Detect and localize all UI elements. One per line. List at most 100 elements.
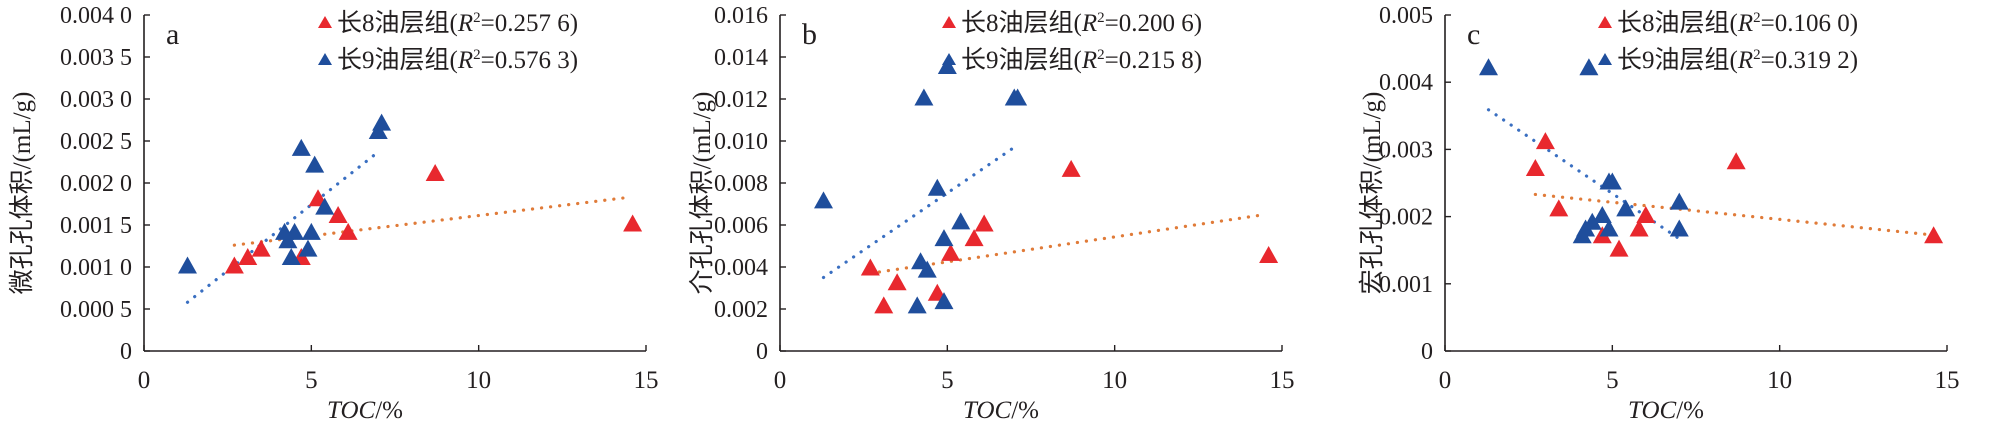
y-axis-label: 微孔孔体积/(mL/g) — [8, 92, 36, 295]
x-axis-label: TOC/% — [1628, 397, 1704, 424]
data-point — [1669, 219, 1689, 237]
data-point — [887, 273, 907, 291]
legend-marker — [942, 53, 956, 65]
y-tick-label: 0.001 5 — [60, 213, 132, 239]
legend-item-chang8: 长8油层组(R2=0.257 6) — [318, 9, 578, 37]
data-point — [1579, 58, 1599, 76]
x-tick-label: 10 — [1767, 367, 1792, 394]
y-tick-label: 0.008 — [714, 171, 768, 197]
y-tick-label: 0.010 — [714, 129, 768, 155]
y-tick-label: 0.002 0 — [60, 171, 132, 197]
y-tick-label: 0.004 0 — [60, 3, 132, 29]
y-tick-label: 0 — [120, 339, 132, 365]
y-tick-label: 0.014 — [714, 45, 768, 71]
chart-panel-a: 0 0.000 5 0.001 0 0.001 5 0.002 0 0.002 5 0.00… — [0, 0, 660, 426]
data-point — [623, 214, 643, 232]
x-axis-label: TOC/% — [963, 397, 1039, 424]
x-tick-label: 10 — [1102, 367, 1127, 394]
legend-label: 长9油层组(R2=0.576 3) — [337, 46, 578, 74]
data-point — [224, 256, 244, 274]
chart-panel-c: 0 0.001 0.002 0.003 0.004 0.005 0 5 10 15 TOC/% 宏孔孔… — [1330, 0, 1996, 426]
data-point — [937, 56, 957, 74]
data-point — [238, 248, 258, 266]
data-point — [1525, 159, 1545, 177]
chart-c-svg: 0 0.001 0.002 0.003 0.004 0.005 0 5 10 15 TOC/% 宏孔孔… — [1358, 3, 1960, 424]
axes: 0 0.001 0.002 0.003 0.004 0.005 0 5 10 15 TOC/% 宏孔孔… — [1358, 3, 1960, 424]
legend-item-chang9: 长9油层组(R2=0.576 3) — [318, 46, 578, 74]
x-tick-label: 5 — [305, 367, 318, 394]
y-tick-label: 0.004 — [714, 255, 768, 281]
x-axis-label: TOC/% — [327, 397, 403, 424]
chart-a-svg: 0 0.000 5 0.001 0 0.001 5 0.002 0 0.002 5 0.00… — [8, 3, 659, 424]
data-point — [964, 229, 984, 247]
data-point — [1924, 226, 1944, 244]
data-point — [285, 222, 305, 240]
data-point — [1549, 199, 1569, 217]
y-tick-label: 0 — [756, 339, 768, 365]
y-tick-label: 0.003 5 — [60, 45, 132, 71]
y-tick-label: 0.002 — [1379, 205, 1433, 231]
panel-label: c — [1467, 18, 1480, 51]
legend-marker — [318, 53, 332, 65]
data-point — [934, 229, 954, 247]
legend-item-chang9: 长9油层组(R2=0.215 8) — [942, 46, 1202, 74]
data-point — [1726, 152, 1746, 170]
y-tick-label: 0.001 — [1379, 272, 1433, 298]
data-point — [1629, 219, 1649, 237]
y-tick-label: 0.016 — [714, 3, 768, 29]
x-tick-label: 0 — [138, 367, 151, 394]
data-point — [1636, 206, 1656, 224]
y-tick-label: 0.001 0 — [60, 255, 132, 281]
data-point — [1582, 212, 1602, 230]
legend-label: 长9油层组(R2=0.319 2) — [1617, 46, 1858, 74]
data-point — [328, 206, 348, 224]
y-tick-label: 0.003 — [1379, 137, 1433, 163]
data-point — [1599, 219, 1619, 237]
legend-marker — [1598, 16, 1612, 28]
data-point — [1616, 199, 1636, 217]
data-point — [425, 164, 445, 182]
data-point — [1592, 206, 1612, 224]
legend-label: 长8油层组(R2=0.200 6) — [961, 9, 1202, 37]
y-tick-label: 0.004 — [1379, 70, 1433, 96]
legend-item-chang9: 长9油层组(R2=0.319 2) — [1598, 46, 1858, 74]
chart-b-svg: 0 0.002 0.004 0.006 0.008 0.010 0.012 0.014 0.01… — [688, 3, 1295, 424]
data-point — [1008, 88, 1028, 106]
data-point — [860, 258, 880, 276]
x-tick-label: 15 — [634, 367, 659, 394]
data-point — [914, 88, 934, 106]
panel-label: b — [802, 18, 817, 51]
series-chang9 — [814, 56, 1028, 314]
legend-label: 长9油层组(R2=0.215 8) — [961, 46, 1202, 74]
y-tick-label: 0.006 — [714, 213, 768, 239]
data-point — [298, 239, 318, 257]
data-point — [301, 222, 321, 240]
data-point — [917, 260, 937, 278]
x-tick-label: 15 — [1935, 367, 1960, 394]
legend-label: 长8油层组(R2=0.257 6) — [337, 9, 578, 37]
data-point — [1259, 245, 1279, 263]
data-point — [1609, 239, 1629, 257]
y-tick-label: 0.003 0 — [60, 87, 132, 113]
y-tick-label: 0.005 — [1379, 3, 1433, 29]
series-chang8 — [860, 159, 1279, 314]
x-tick-label: 0 — [774, 367, 787, 394]
legend-marker — [942, 16, 956, 28]
data-point — [814, 191, 834, 209]
legend-item-chang8: 长8油层组(R2=0.106 0) — [1598, 9, 1858, 37]
data-point — [305, 155, 325, 173]
data-point — [1602, 172, 1622, 190]
x-tick-label: 5 — [941, 367, 954, 394]
trendline-chang9 — [821, 145, 1016, 280]
data-point — [338, 222, 358, 240]
legend-marker — [1598, 53, 1612, 65]
x-tick-label: 5 — [1606, 367, 1619, 394]
legend-item-chang8: 长8油层组(R2=0.200 6) — [942, 9, 1202, 37]
data-point — [974, 214, 994, 232]
axes: 0 0.002 0.004 0.006 0.008 0.010 0.012 0.014 0.01… — [688, 3, 1295, 424]
data-point — [927, 178, 947, 196]
y-tick-label: 0 — [1421, 339, 1433, 365]
data-point — [1669, 192, 1689, 210]
data-point — [907, 296, 927, 314]
data-point — [251, 239, 271, 257]
